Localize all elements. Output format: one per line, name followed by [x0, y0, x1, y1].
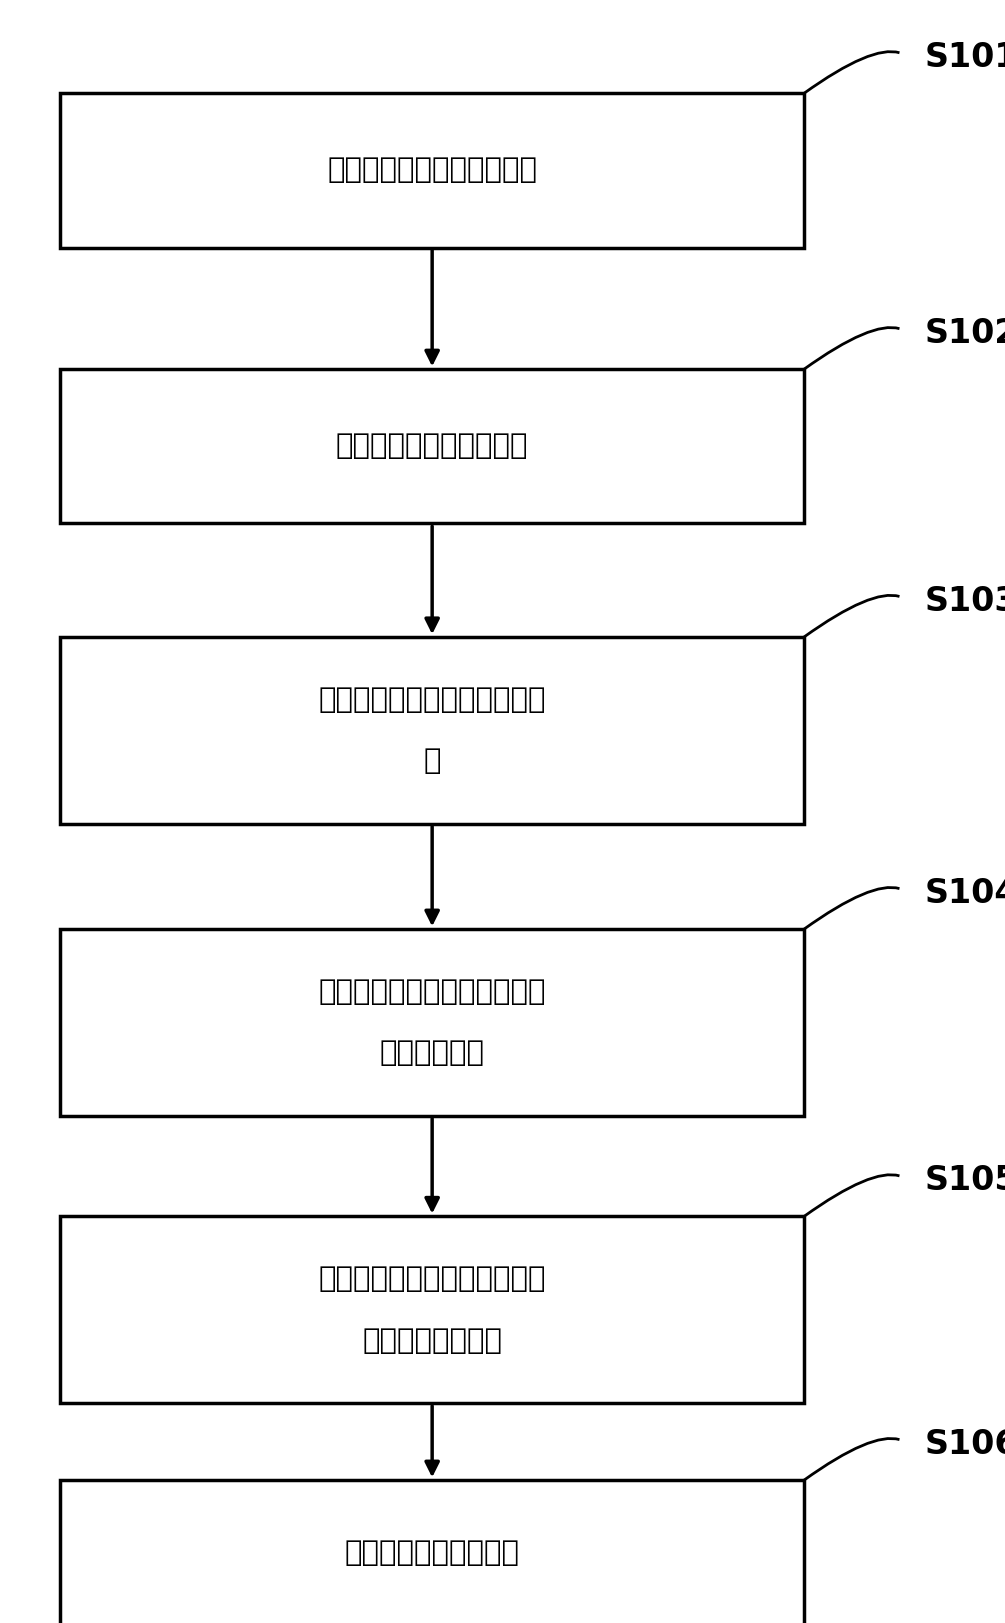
Text: S104: S104	[925, 876, 1005, 911]
Text: 将排序条件菜单显示给用户: 将排序条件菜单显示给用户	[328, 156, 537, 185]
Text: S102: S102	[925, 316, 1005, 351]
Text: S103: S103	[925, 584, 1005, 618]
Text: S101: S101	[925, 41, 1005, 75]
Text: 将排序后的短消息显示: 将排序后的短消息显示	[345, 1539, 520, 1568]
Text: 根据获取的短消息的标识对所: 根据获取的短消息的标识对所	[319, 1264, 546, 1294]
Text: S106: S106	[925, 1428, 1005, 1461]
Text: S105: S105	[925, 1164, 1005, 1198]
Bar	[60, 1480, 804, 1623]
Text: 将用户设置的排序条件进行存: 将用户设置的排序条件进行存	[319, 685, 546, 714]
Bar	[60, 636, 804, 823]
Bar	[60, 928, 804, 1117]
Text: 根据用户设置的排序条件获取: 根据用户设置的排序条件获取	[319, 977, 546, 1006]
Bar	[60, 1217, 804, 1402]
Bar	[60, 93, 804, 247]
Text: 短消息的标识: 短消息的标识	[380, 1039, 484, 1068]
Bar	[60, 370, 804, 523]
Text: 储: 储	[423, 747, 441, 776]
Text: 接收用户设置的排序条件: 接收用户设置的排序条件	[336, 432, 529, 461]
Text: 述短消息进行排序: 述短消息进行排序	[362, 1326, 502, 1355]
